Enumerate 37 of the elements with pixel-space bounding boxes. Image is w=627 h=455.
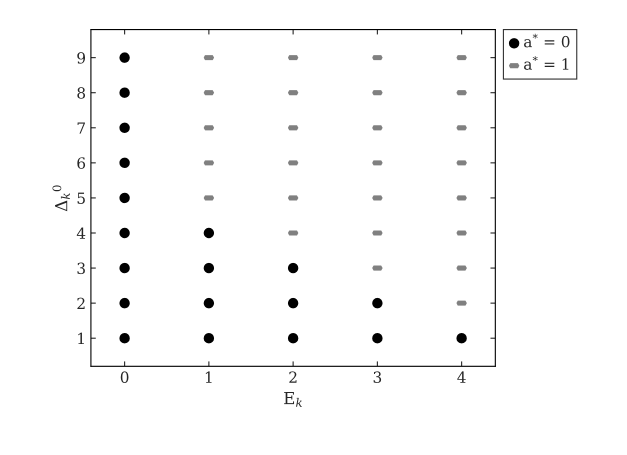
point	[119, 122, 130, 133]
point	[119, 87, 130, 98]
y-axis-title: Δ$_{k}$$^{0}$	[52, 185, 70, 212]
point	[119, 52, 130, 63]
x-tick-label: 3	[374, 371, 382, 383]
x-tick-label: 0	[120, 371, 128, 383]
point	[372, 333, 383, 344]
point	[288, 298, 298, 308]
legend-label: a$^{*}$ = 0	[524, 34, 570, 48]
y-tick-label: 8	[77, 87, 86, 99]
point	[372, 298, 383, 308]
y-tick-label: 4	[76, 227, 86, 239]
point	[119, 228, 130, 238]
point	[119, 333, 130, 344]
y-tick-label: 1	[78, 332, 84, 344]
point	[119, 192, 130, 204]
point	[119, 298, 130, 308]
point	[119, 158, 130, 168]
point	[456, 333, 467, 344]
x-axis-title: E$_{k}$	[284, 392, 302, 407]
x-tick-label: 4	[457, 371, 466, 383]
y-tick-label: 7	[78, 122, 85, 134]
y-tick-label: 2	[77, 298, 85, 309]
point	[288, 333, 298, 344]
x-tick-label: 1	[206, 371, 212, 383]
point	[204, 228, 214, 238]
point	[204, 298, 214, 308]
legend-label: a$^{*}$ = 1	[524, 56, 568, 70]
point	[288, 262, 298, 274]
y-tick-label: 9	[77, 52, 86, 64]
y-tick-label: 3	[78, 262, 85, 274]
y-tick-label: 5	[78, 192, 85, 204]
x-tick-label: 2	[289, 371, 296, 383]
point	[204, 333, 214, 344]
point	[204, 262, 214, 274]
y-tick-label: 6	[77, 157, 86, 169]
point	[119, 262, 130, 274]
